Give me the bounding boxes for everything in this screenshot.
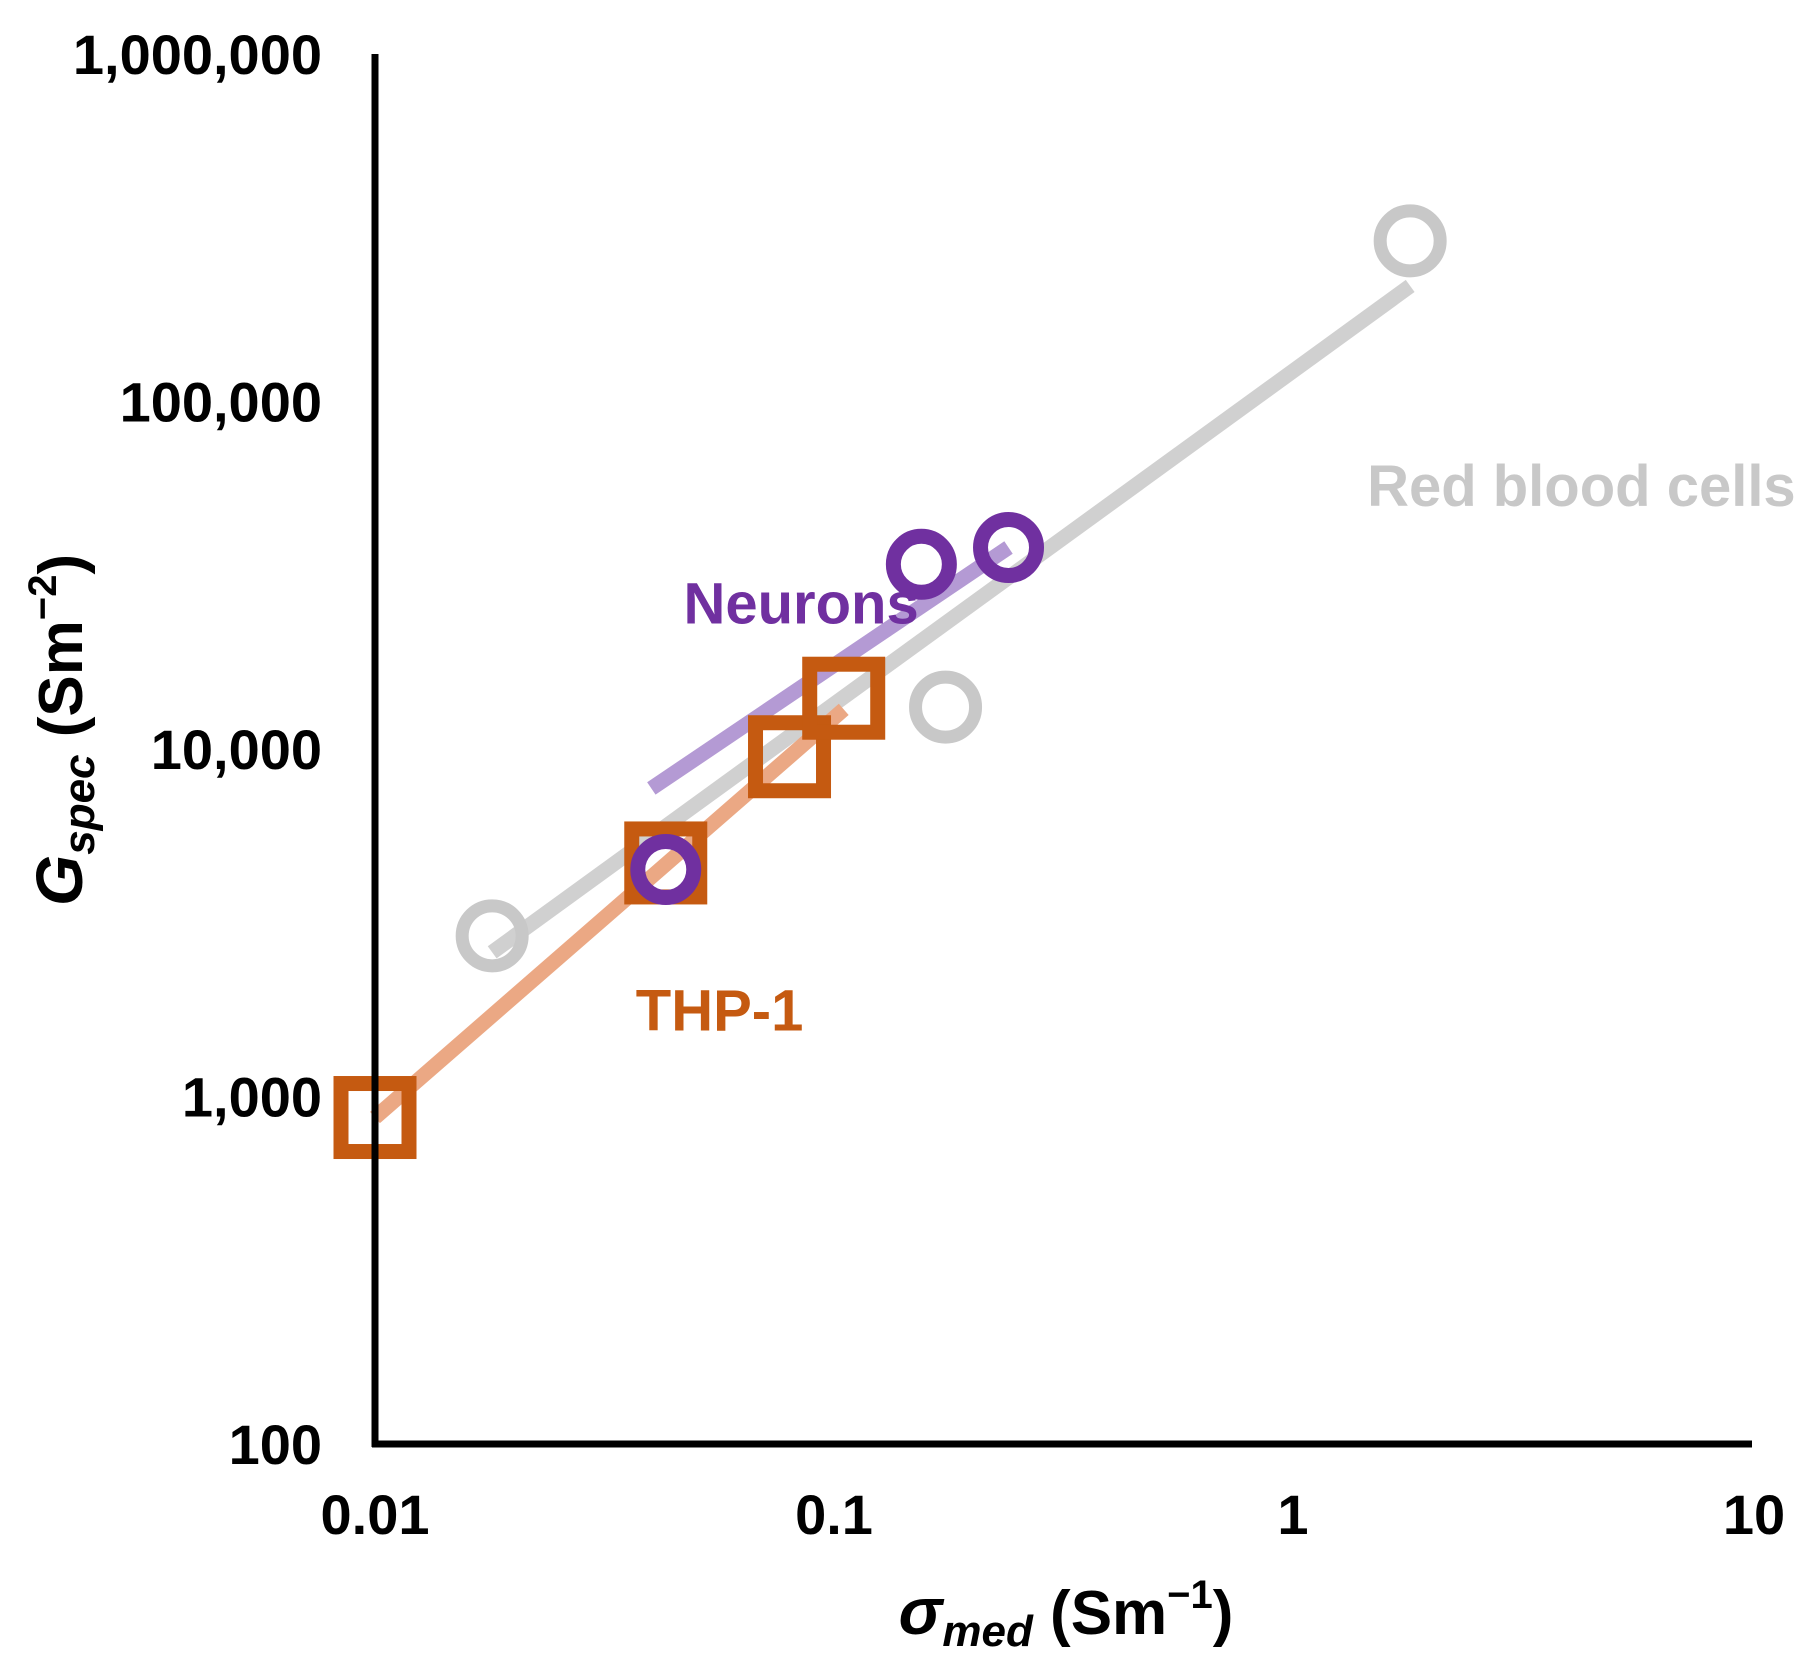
point-red-blood-cells-0 xyxy=(455,899,529,973)
point-red-blood-cells-1 xyxy=(909,670,983,744)
point-neurons-1 xyxy=(885,528,957,600)
point-thp-1-2 xyxy=(748,715,832,799)
x-tick-label: 0.01 xyxy=(321,1483,430,1546)
series-label-1: Neurons xyxy=(683,571,918,636)
data-markers xyxy=(333,204,1447,1160)
tick-labels: 100 1,000 10,000 100,000 1,000,000 0.01 0.1 1 10 xyxy=(73,23,1785,1546)
point-neurons-2 xyxy=(973,512,1045,584)
x-tick-label: 10 xyxy=(1723,1483,1785,1546)
series-label-2: THP-1 xyxy=(636,978,804,1043)
point-red-blood-cells-2 xyxy=(1373,204,1447,278)
y-tick-label: 1,000,000 xyxy=(73,23,322,86)
point-neurons-0 xyxy=(630,834,702,906)
y-tick-label: 100,000 xyxy=(120,371,322,434)
y-axis-label: Gspec (Sm−2) xyxy=(21,554,104,906)
fit-lines xyxy=(370,279,1415,1124)
point-thp-1-3 xyxy=(802,656,886,740)
series-labels: Red blood cells Neurons THP-1 xyxy=(636,454,1796,1043)
series-label-0: Red blood cells xyxy=(1367,454,1796,519)
x-tick-label: 1 xyxy=(1277,1483,1308,1546)
axes xyxy=(371,54,1752,1448)
x-axis-label: σmed (Sm−1) xyxy=(899,1573,1234,1656)
fit-line-2 xyxy=(370,703,849,1124)
y-tick-label: 100 xyxy=(229,1413,322,1476)
x-tick-label: 0.1 xyxy=(795,1483,873,1546)
y-tick-label: 1,000 xyxy=(182,1066,322,1129)
y-tick-label: 10,000 xyxy=(151,718,322,781)
